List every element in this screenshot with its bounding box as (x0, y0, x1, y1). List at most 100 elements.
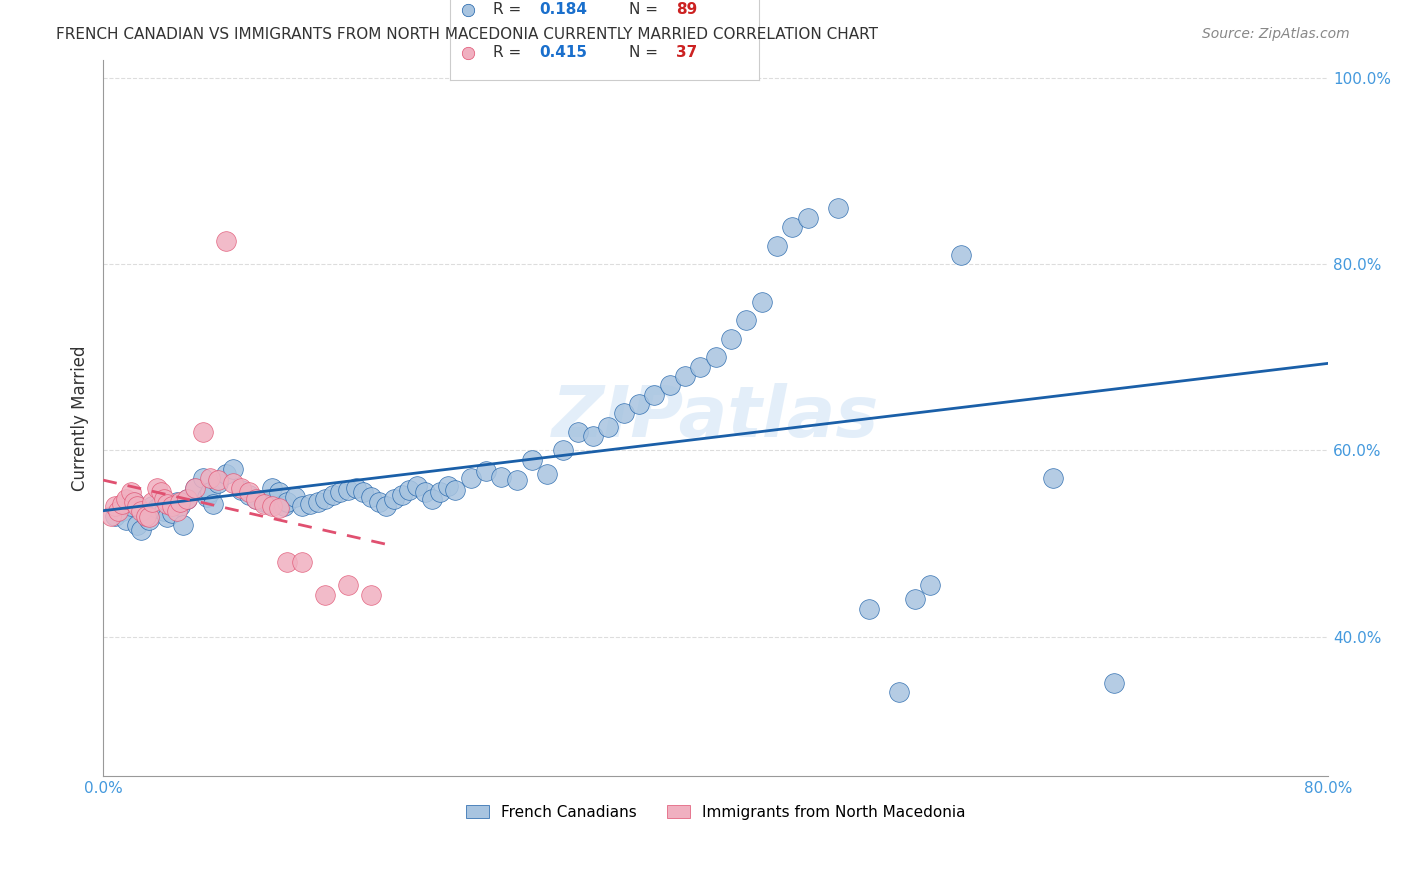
Point (314, 491, 336, 506)
Point (436, 479, 458, 493)
Point (104, 508, 127, 523)
Text: 0.415: 0.415 (540, 45, 588, 61)
Text: R =: R = (494, 45, 526, 61)
Point (283, 490, 305, 504)
Point (135, 508, 157, 523)
Point (169, 500, 191, 514)
Point (520, 452, 543, 467)
Point (115, 491, 138, 506)
Point (322, 488, 344, 502)
Point (110, 498, 132, 512)
Point (689, 359, 711, 374)
Point (889, 685, 911, 699)
Point (720, 332, 742, 346)
Point (200, 471, 222, 485)
Point (429, 485, 451, 500)
Point (145, 481, 167, 495)
Point (214, 234, 236, 248)
Point (643, 387, 665, 401)
Point (150, 485, 173, 500)
Point (337, 578, 360, 592)
Point (184, 481, 207, 495)
Point (796, 211, 818, 225)
Point (141, 494, 163, 508)
Point (131, 504, 153, 518)
Point (273, 500, 295, 514)
Point (298, 498, 321, 512)
Point (153, 504, 176, 518)
Point (628, 397, 651, 411)
Point (391, 488, 413, 502)
Text: 89: 89 (676, 2, 697, 17)
Point (598, 420, 620, 434)
Point (176, 491, 198, 506)
Point (156, 498, 179, 512)
Point (115, 513, 138, 527)
Text: R =: R = (494, 2, 526, 17)
Point (567, 425, 589, 439)
Point (169, 494, 191, 508)
Point (222, 462, 245, 476)
Point (360, 588, 382, 602)
Point (269, 501, 291, 516)
Point (291, 555, 314, 569)
Point (276, 494, 298, 508)
Point (422, 491, 444, 506)
Point (536, 467, 558, 481)
Point (751, 294, 773, 309)
Point (107, 504, 129, 518)
Point (131, 523, 153, 537)
Point (329, 485, 352, 500)
Text: N =: N = (630, 45, 664, 61)
Text: N =: N = (630, 2, 664, 17)
Point (191, 471, 214, 485)
Point (125, 500, 148, 514)
Point (145, 501, 167, 516)
Point (314, 588, 336, 602)
Point (110, 504, 132, 518)
Point (153, 491, 176, 506)
Point (475, 464, 498, 478)
Point (360, 490, 382, 504)
Point (202, 498, 225, 512)
Text: FRENCH CANADIAN VS IMMIGRANTS FROM NORTH MACEDONIA CURRENTLY MARRIED CORRELATION: FRENCH CANADIAN VS IMMIGRANTS FROM NORTH… (56, 27, 879, 42)
Point (460, 471, 482, 485)
Point (858, 601, 880, 615)
Point (398, 483, 420, 497)
Point (166, 494, 188, 508)
Point (260, 500, 283, 514)
Point (150, 498, 173, 512)
Point (307, 494, 329, 508)
Text: Source: ZipAtlas.com: Source: ZipAtlas.com (1202, 27, 1350, 41)
Point (406, 479, 429, 493)
Point (367, 494, 389, 508)
Point (191, 425, 214, 439)
Point (413, 485, 436, 500)
Point (260, 481, 283, 495)
Point (125, 517, 148, 532)
Point (375, 500, 398, 514)
Point (344, 481, 367, 495)
Point (766, 238, 789, 252)
Point (918, 578, 941, 592)
Point (827, 202, 849, 216)
Point (949, 248, 972, 262)
Point (291, 500, 314, 514)
Text: ZIPatlas: ZIPatlas (553, 384, 879, 452)
Point (229, 481, 252, 495)
Point (156, 510, 179, 524)
Point (200, 485, 222, 500)
Point (245, 491, 267, 506)
Point (1042, 471, 1064, 485)
Point (172, 517, 194, 532)
Point (120, 500, 142, 514)
Point (735, 313, 758, 327)
Point (138, 510, 160, 524)
Point (160, 500, 183, 514)
Point (122, 494, 145, 508)
Point (222, 476, 245, 491)
Point (491, 469, 513, 483)
Point (551, 443, 574, 458)
Point (176, 491, 198, 506)
Point (382, 491, 405, 506)
